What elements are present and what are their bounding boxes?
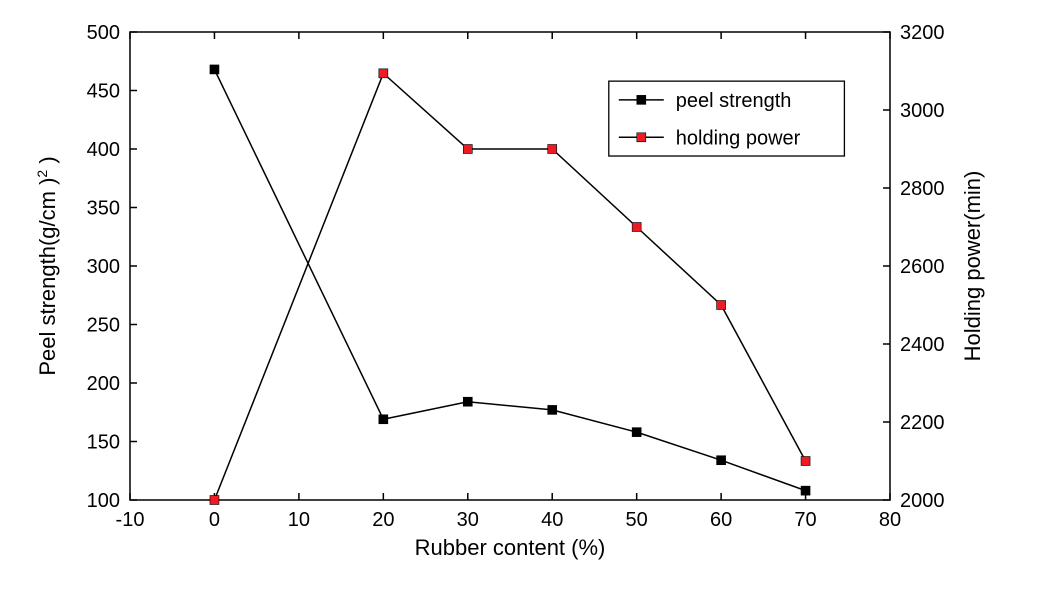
x-tick-label: 70 bbox=[794, 509, 816, 531]
y-right-tick-label: 2000 bbox=[900, 490, 945, 512]
legend-label-peel_strength: peel strength bbox=[676, 90, 792, 112]
x-tick-label: 30 bbox=[457, 509, 479, 531]
y-left-tick-label: 350 bbox=[87, 198, 120, 220]
y-right-tick-label: 3000 bbox=[900, 100, 945, 122]
marker-peel_strength bbox=[210, 65, 219, 74]
x-tick-label: -10 bbox=[116, 509, 145, 531]
y-left-tick-label: 500 bbox=[87, 22, 120, 44]
y-left-tick-label: 100 bbox=[87, 490, 120, 512]
marker-holding_power bbox=[210, 496, 219, 505]
y-left-axis-title: Peel strength(g/cm )2 ) bbox=[34, 156, 60, 375]
x-tick-label: 20 bbox=[372, 509, 394, 531]
marker-holding_power bbox=[717, 301, 726, 310]
y-right-tick-label: 2400 bbox=[900, 334, 945, 356]
marker-holding_power bbox=[548, 145, 557, 154]
y-right-tick-label: 2800 bbox=[900, 178, 945, 200]
marker-holding_power bbox=[379, 69, 388, 78]
x-axis-title: Rubber content (%) bbox=[415, 535, 606, 560]
y-right-axis-title: Holding power(min) bbox=[960, 171, 985, 362]
x-tick-label: 60 bbox=[710, 509, 732, 531]
marker-peel_strength bbox=[463, 397, 472, 406]
marker-holding_power bbox=[463, 145, 472, 154]
y-left-tick-label: 150 bbox=[87, 432, 120, 454]
dual-axis-chart: -10 0 10 20 30 40 50 60 70 80 100 150 200 250 300 350 40… bbox=[0, 0, 1039, 594]
x-tick-label: 0 bbox=[209, 509, 220, 531]
x-tick-label: 40 bbox=[541, 509, 563, 531]
chart-container: -10 0 10 20 30 40 50 60 70 80 100 150 200 250 300 350 40… bbox=[0, 0, 1039, 594]
marker-peel_strength bbox=[548, 405, 557, 414]
x-tick-label: 10 bbox=[288, 509, 310, 531]
legend-marker-holding_power bbox=[637, 133, 646, 142]
y-left-tick-label: 450 bbox=[87, 81, 120, 103]
legend-label-holding_power: holding power bbox=[676, 127, 801, 149]
legend-marker-peel_strength bbox=[637, 95, 646, 104]
y-right-tick-label: 3200 bbox=[900, 22, 945, 44]
marker-peel_strength bbox=[801, 486, 810, 495]
marker-holding_power bbox=[632, 223, 641, 232]
marker-peel_strength bbox=[379, 415, 388, 424]
y-left-tick-label: 200 bbox=[87, 373, 120, 395]
marker-holding_power bbox=[801, 457, 810, 466]
y-right-tick-label: 2200 bbox=[900, 412, 945, 434]
y-right-tick-label: 2600 bbox=[900, 256, 945, 278]
marker-peel_strength bbox=[717, 456, 726, 465]
x-tick-label: 80 bbox=[879, 509, 901, 531]
y-left-tick-label: 250 bbox=[87, 315, 120, 337]
x-tick-label: 50 bbox=[626, 509, 648, 531]
marker-peel_strength bbox=[632, 428, 641, 437]
y-left-tick-label: 400 bbox=[87, 139, 120, 161]
y-left-tick-label: 300 bbox=[87, 256, 120, 278]
